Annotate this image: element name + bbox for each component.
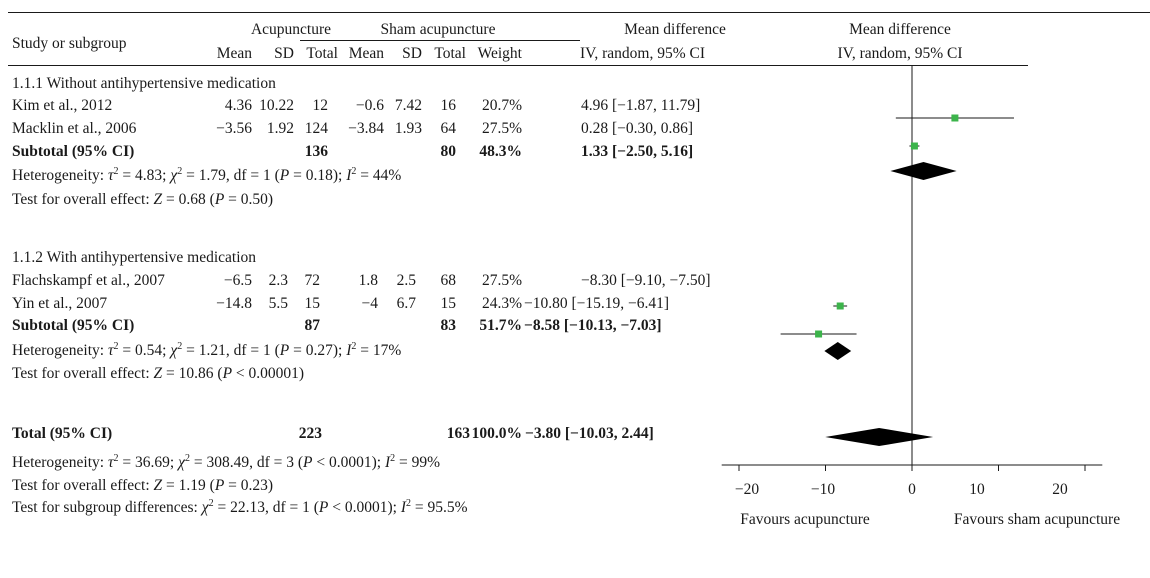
study-effect-marker (951, 114, 959, 122)
study-name: Flachskampf et al., 2007 (12, 272, 165, 289)
total-n2: 163 (446, 425, 470, 442)
study-sd2: 1.93 (394, 120, 422, 137)
study-name: Macklin et al., 2006 (12, 120, 137, 137)
total-heterogeneity-line: Heterogeneity: τ2 = 36.69; χ2 = 308.49, … (12, 453, 441, 471)
plot-column-header: Mean difference (849, 21, 951, 38)
total2-header: Total (434, 45, 466, 62)
study-mean2: −0.6 (355, 97, 384, 114)
axis-tick-label: −20 (734, 481, 760, 498)
study-mean1: −6.5 (223, 272, 252, 289)
subtotal-total2: 83 (440, 317, 457, 334)
study-ci: 4.96 [−1.87, 11.79] (581, 97, 701, 114)
mean1-header: Mean (216, 45, 252, 62)
subtotal-diamond (824, 342, 852, 360)
study-ci: 0.28 [−0.30, 0.86] (581, 120, 694, 137)
acupuncture-group-header: Acupuncture (250, 21, 332, 38)
study-total1: 124 (304, 120, 328, 137)
total-diamond (825, 428, 934, 446)
study-sd2: 7.42 (394, 97, 422, 114)
axis-tick-label: 0 (908, 481, 916, 498)
study-column-header: Study or subgroup (12, 35, 127, 52)
total1-header: Total (306, 45, 338, 62)
sd2-header: SD (402, 45, 422, 62)
study-weight: 20.7% (481, 97, 522, 114)
total-ci: −3.80 [−10.03, 2.44] (525, 425, 654, 442)
weight-header: Weight (477, 45, 522, 62)
subtotal-total2: 80 (440, 143, 457, 160)
study-sd2: 6.7 (396, 295, 416, 312)
heterogeneity-line: Heterogeneity: τ2 = 0.54; χ2 = 1.21, df … (12, 341, 402, 359)
subgroup-differences-line: Test for subgroup differences: χ2 = 22.1… (12, 498, 468, 516)
subtotal-diamond (890, 162, 957, 180)
subtotal-total1: 136 (304, 143, 328, 160)
study-sd1: 5.5 (268, 295, 288, 312)
study-name: Yin et al., 2007 (12, 295, 108, 312)
study-mean2: 1.8 (358, 272, 378, 289)
overall-effect-line: Test for overall effect: Z = 10.86 (P < … (12, 365, 305, 382)
study-sd1: 10.22 (259, 97, 294, 114)
axis-tick-label: −10 (810, 481, 836, 498)
favours-right-label: Favours sham acupuncture (953, 511, 1121, 528)
study-effect-marker (815, 330, 823, 338)
group-header-rule (300, 40, 580, 41)
total-label: Total (95% CI) (12, 425, 113, 442)
subgroup-title: 1.1.2 With antihypertensive medication (12, 249, 257, 266)
study-total2: 15 (440, 295, 457, 312)
study-total1: 72 (304, 272, 321, 289)
study-mean1: −14.8 (216, 295, 252, 312)
subtotal-ci: 1.33 [−2.50, 5.16] (581, 143, 694, 160)
study-sd1: 1.92 (266, 120, 294, 137)
study-ci: −10.80 [−15.19, −6.41] (524, 295, 670, 312)
method-header: IV, random, 95% CI (580, 45, 705, 62)
sd1-header: SD (274, 45, 294, 62)
study-total2: 16 (440, 97, 457, 114)
overall-effect-line: Test for overall effect: Z = 0.68 (P = 0… (12, 191, 274, 208)
study-total2: 64 (440, 120, 457, 137)
study-total1: 15 (304, 295, 321, 312)
md-column-header: Mean difference (624, 21, 726, 38)
study-mean1: −3.56 (216, 120, 252, 137)
subtotal-weight: 51.7% (479, 317, 522, 334)
study-total1: 12 (312, 97, 329, 114)
total-n1: 223 (298, 425, 322, 442)
header-rule (8, 65, 1028, 66)
study-weight: 27.5% (481, 120, 522, 137)
total-weight: 100.0% (471, 425, 522, 442)
study-sd1: 2.3 (268, 272, 288, 289)
subtotal-ci: −8.58 [−10.13, −7.03] (524, 317, 662, 334)
study-weight: 27.5% (481, 272, 522, 289)
study-ci: −8.30 [−9.10, −7.50] (581, 272, 711, 289)
axis-tick-label: 20 (1052, 481, 1068, 498)
study-mean2: −3.84 (348, 120, 384, 137)
study-effect-marker (836, 302, 844, 310)
subtotal-label: Subtotal (95% CI) (12, 317, 135, 334)
study-weight: 24.3% (481, 295, 522, 312)
sham-group-header: Sham acupuncture (380, 21, 496, 38)
subtotal-total1: 87 (304, 317, 321, 334)
heterogeneity-line: Heterogeneity: τ2 = 4.83; χ2 = 1.79, df … (12, 166, 402, 184)
mean2-header: Mean (348, 45, 384, 62)
study-mean2: −4 (361, 295, 379, 312)
favours-left-label: Favours acupuncture (740, 511, 870, 528)
study-name: Kim et al., 2012 (12, 97, 113, 114)
plot-method-header: IV, random, 95% CI (837, 45, 963, 62)
study-effect-marker (910, 142, 918, 150)
subgroup-title: 1.1.1 Without antihypertensive medicatio… (12, 75, 276, 92)
total-overall-effect-line: Test for overall effect: Z = 1.19 (P = 0… (12, 477, 274, 494)
subtotal-weight: 48.3% (479, 143, 522, 160)
subtotal-label: Subtotal (95% CI) (12, 143, 135, 160)
study-mean1: 4.36 (224, 97, 252, 114)
study-sd2: 2.5 (396, 272, 416, 289)
study-total2: 68 (440, 272, 457, 289)
top-rule (8, 12, 1150, 13)
axis-tick-label: 10 (969, 481, 985, 498)
